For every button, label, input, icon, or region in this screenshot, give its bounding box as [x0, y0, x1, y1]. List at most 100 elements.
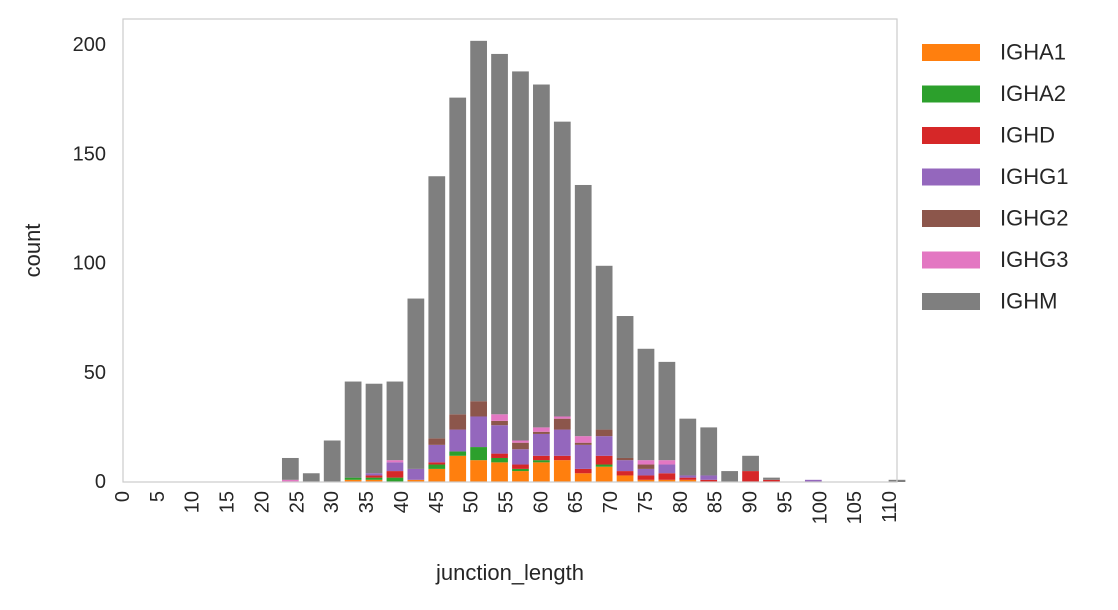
bar-ighd-57: [512, 464, 529, 469]
bar-igha1-75: [637, 479, 655, 482]
bar-ighm-93: [763, 477, 780, 480]
bar-ighm-27: [302, 473, 320, 482]
bar-igha2-48: [449, 451, 467, 456]
x-tick-label: 105: [844, 491, 866, 524]
bar-ighd-63: [553, 455, 571, 461]
bar-ighm-48: [449, 97, 467, 415]
bar-ighm-60: [533, 84, 550, 428]
bar-ighg1-69: [595, 436, 613, 456]
legend-item-igha2: IGHA2: [922, 81, 1066, 106]
bar-igha1-60: [533, 462, 550, 482]
bar-igha1-48: [449, 455, 467, 482]
legend-label: IGHG3: [1000, 247, 1068, 272]
x-tick-label: 80: [670, 491, 692, 513]
bar-ighd-36: [365, 475, 383, 478]
legend-swatch: [922, 44, 980, 61]
bar-ighg2-69: [595, 429, 613, 437]
bar-ighd-66: [574, 468, 592, 474]
x-tick-label: 95: [774, 491, 796, 513]
legend-swatch: [922, 85, 980, 103]
x-tick-label: 20: [251, 491, 273, 513]
y-tick-label: 200: [73, 34, 106, 56]
bar-igha1-63: [553, 460, 571, 482]
bar-ighg1-54: [491, 425, 508, 454]
bar-igha1-54: [491, 462, 508, 482]
x-tick-label: 110: [879, 491, 901, 523]
bar-ighg3-60: [533, 427, 550, 432]
bar-ighd-84: [700, 479, 718, 482]
x-tick-label: 0: [112, 491, 134, 502]
bar-ighm-63: [553, 121, 571, 417]
y-tick-label: 100: [73, 253, 106, 275]
bar-ighg1-72: [616, 460, 634, 472]
legend-label: IGHA2: [1000, 81, 1066, 106]
bar-ighg2-75: [637, 464, 655, 469]
bar-ighd-60: [533, 455, 550, 461]
legend-swatch: [922, 210, 980, 227]
bar-ighg2-45: [428, 438, 446, 445]
legend-swatch: [922, 127, 980, 144]
bar-ighm-51: [470, 40, 487, 402]
bar-ighm-30: [323, 440, 341, 482]
legend-label: IGHM: [1000, 289, 1057, 314]
bar-ighm-39: [386, 381, 404, 461]
legend-item-ighg3: IGHG3: [922, 247, 1068, 272]
bar-ighm-81: [679, 418, 697, 476]
bar-ighm-45: [428, 176, 446, 439]
x-tick-label: 90: [740, 491, 762, 513]
bar-ighd-54: [491, 453, 508, 458]
bar-ighg2-60: [533, 431, 550, 434]
x-tick-label: 5: [147, 491, 169, 502]
bar-ighg1-75: [637, 468, 655, 476]
x-tick-label: 70: [600, 491, 622, 513]
bar-ighm-69: [595, 265, 613, 430]
bar-ighm-87: [721, 471, 739, 482]
bar-igha2-45: [428, 464, 446, 469]
x-tick-label: 40: [391, 491, 413, 513]
y-axis-label: count: [20, 224, 45, 278]
x-tick-label: 75: [635, 491, 657, 513]
x-tick-label: 15: [217, 491, 239, 513]
bar-ighd-90: [742, 471, 759, 482]
bar-ighm-57: [512, 71, 529, 441]
legend-swatch: [922, 293, 980, 310]
bar-ighg1-42: [407, 468, 425, 480]
bar-ighm-66: [574, 184, 592, 437]
x-tick-label: 35: [356, 491, 378, 513]
bar-ighg1-78: [658, 464, 676, 474]
bar-ighg3-54: [491, 414, 508, 421]
bar-ighd-69: [595, 455, 613, 465]
x-tick-label: 65: [565, 491, 587, 513]
bar-igha1-33: [344, 479, 362, 482]
bar-ighm-33: [344, 381, 362, 478]
legend-item-ighg2: IGHG2: [922, 206, 1068, 231]
bar-ighg1-84: [700, 475, 718, 480]
bar-ighg3-57: [512, 440, 529, 443]
bar-ighg3-39: [386, 460, 404, 463]
bar-ighd-93: [763, 479, 780, 482]
bar-ighd-72: [616, 471, 634, 476]
bar-igha1-81: [679, 479, 697, 482]
y-tick-label: 150: [73, 143, 106, 165]
bar-ighg1-81: [679, 475, 697, 478]
bar-ighg3-75: [637, 460, 655, 465]
bar-igha1-78: [658, 479, 676, 482]
legend-label: IGHA1: [1000, 40, 1066, 65]
bar-ighg1-39: [386, 462, 404, 472]
x-tick-label: 25: [286, 491, 308, 513]
bar-ighg1-36: [365, 473, 383, 476]
bar-ighd-45: [428, 462, 446, 465]
legend-item-ighd: IGHD: [922, 123, 1055, 148]
bar-igha2-33: [344, 477, 362, 480]
x-tick-label: 100: [809, 491, 831, 524]
bar-ighg2-51: [470, 401, 487, 417]
bar-ighm-54: [491, 53, 508, 415]
bar-ighm-36: [365, 383, 383, 474]
bar-ighm-24: [281, 457, 299, 480]
bar-igha2-60: [533, 460, 550, 463]
bar-ighg2-48: [449, 414, 467, 430]
bar-igha1-57: [512, 471, 529, 482]
bar-ighg2-66: [574, 442, 592, 445]
bar-ighm-75: [637, 348, 655, 461]
